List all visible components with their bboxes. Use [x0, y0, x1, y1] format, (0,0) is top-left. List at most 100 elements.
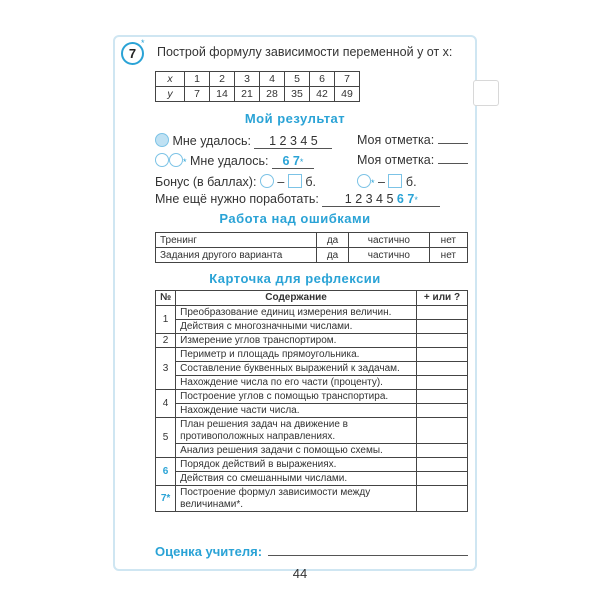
- mark-cell[interactable]: [416, 319, 468, 334]
- header-mark: + или ?: [416, 290, 468, 306]
- content-cell: Действия со смешанными числами.: [175, 471, 417, 486]
- content-cell: Периметр и площадь прямоугольника.: [175, 347, 417, 362]
- answer-checkbox[interactable]: [473, 80, 499, 106]
- mark-cell[interactable]: [416, 375, 468, 390]
- mark-1: Моя отметка:: [357, 133, 468, 147]
- mark-cell[interactable]: [416, 403, 468, 418]
- content-cell: Нахождение части числа.: [175, 403, 417, 418]
- content-cell: Построение углов с помощью транспортира.: [175, 389, 417, 404]
- row-number: 6: [154, 457, 177, 486]
- result-row-1: Мне удалось: 1 2 3 4 5: [155, 133, 333, 149]
- cell: y: [155, 86, 185, 102]
- row-number: 1: [154, 305, 177, 334]
- option-yes[interactable]: да: [315, 232, 350, 248]
- star: *: [414, 195, 418, 205]
- mark-cell[interactable]: [416, 333, 468, 348]
- teacher-field[interactable]: [268, 543, 468, 556]
- option-no[interactable]: нет: [428, 232, 469, 248]
- content-cell: Порядок действий в выражениях.: [175, 457, 417, 472]
- cell: 7: [334, 71, 360, 87]
- cell: Задания другого варианта: [155, 247, 317, 263]
- star: *: [183, 157, 187, 167]
- mark-cell[interactable]: [416, 485, 468, 512]
- cell: 5: [284, 71, 310, 87]
- cell: 2: [209, 71, 235, 87]
- unit: б.: [405, 175, 417, 189]
- label: Бонус (в баллах):: [155, 175, 257, 189]
- cell: 3: [234, 71, 260, 87]
- row-number: 2: [154, 333, 177, 348]
- content-cell: Измерение углов транспортиром.: [175, 333, 417, 348]
- circle-icon: [155, 153, 169, 167]
- mark-cell[interactable]: [416, 457, 468, 472]
- content-cell: Действия с многозначными числами.: [175, 319, 417, 334]
- content-cell: План решения задач на движение в противо…: [175, 417, 417, 444]
- label: Моя отметка:: [357, 153, 435, 167]
- content-cell: Составление буквенных выражений к задача…: [175, 361, 417, 376]
- mark-cell[interactable]: [416, 443, 468, 458]
- circle-icon: [357, 174, 371, 188]
- bonus-row-star: * – б.: [357, 174, 417, 189]
- row-number: 3: [154, 347, 177, 390]
- content-cell: Анализ решения задачи с помощью схемы.: [175, 443, 417, 458]
- result-title: Мой результат: [244, 111, 346, 126]
- value: 1 2 3 4 5: [254, 134, 333, 149]
- value: 1 2 3 4 5: [344, 192, 394, 206]
- errors-title: Работа над ошибками: [219, 211, 371, 226]
- row-number: 4: [154, 389, 177, 418]
- bonus-box[interactable]: [287, 174, 302, 188]
- mark-cell[interactable]: [416, 389, 468, 404]
- option-partial[interactable]: частично: [348, 232, 430, 248]
- row-number: 7*: [154, 485, 177, 512]
- cell: 4: [259, 71, 285, 87]
- reflection-table: № Содержание + или ? 1 Преобразование еди…: [154, 290, 468, 512]
- header-row: № Содержание + или ?: [154, 290, 468, 306]
- task-frame: [113, 35, 477, 571]
- option-no[interactable]: нет: [428, 247, 469, 263]
- teacher-label: Оценка учителя:: [155, 544, 263, 559]
- content-cell: Преобразование единиц измерения величин.: [175, 305, 417, 320]
- circle-icon: [155, 133, 169, 147]
- result-row-2: * Мне удалось: 6 7*: [155, 153, 314, 169]
- mark-cell[interactable]: [416, 347, 468, 362]
- circle-icon: [169, 153, 183, 167]
- label: Мне удалось:: [172, 134, 251, 148]
- option-yes[interactable]: да: [315, 247, 350, 263]
- cell: 21: [234, 86, 260, 102]
- table-row: Анализ решения задачи с помощью схемы.: [156, 443, 468, 458]
- cell: 1: [184, 71, 210, 87]
- mark-cell[interactable]: [416, 471, 468, 486]
- star: *: [299, 157, 304, 167]
- mark-cell[interactable]: [416, 305, 468, 320]
- table-row: 6 Порядок действий в выражениях.: [154, 457, 468, 486]
- mark-field[interactable]: [437, 163, 468, 164]
- cell: 14: [209, 86, 235, 102]
- header-num: №: [154, 290, 177, 306]
- label: Мне удалось:: [190, 154, 269, 168]
- option-partial[interactable]: частично: [348, 247, 430, 263]
- table-row: Нахождение части числа.: [156, 403, 468, 418]
- value: 6 7: [282, 154, 300, 168]
- table-row: 2 Измерение углов транспортиром.: [154, 333, 468, 348]
- mark-cell[interactable]: [416, 417, 468, 444]
- table-row: Действия с многозначными числами.: [156, 319, 468, 334]
- bonus-box[interactable]: [388, 174, 403, 188]
- work-row: Мне ещё нужно поработать: 1 2 3 4 5 6 7*: [155, 192, 441, 207]
- y-row: y 7 14 21 28 35 42 49: [155, 86, 360, 102]
- cell: x: [155, 71, 185, 87]
- table-row: 1 Преобразование единиц измерения величин…: [154, 305, 468, 334]
- dash: –: [277, 175, 285, 189]
- cell: 28: [259, 86, 285, 102]
- reflection-title: Карточка для рефлексии: [209, 271, 381, 286]
- mark-cell[interactable]: [416, 361, 468, 376]
- table-row: Составление буквенных выражений к задача…: [156, 361, 468, 376]
- mark-field[interactable]: [437, 143, 468, 144]
- table-row: 3 Периметр и площадь прямоугольника.: [154, 347, 468, 390]
- label: Моя отметка:: [357, 133, 435, 147]
- header-content: Содержание: [175, 290, 417, 306]
- cell: 7: [184, 86, 210, 102]
- bonus-row: Бонус (в баллах): – б.: [155, 174, 316, 189]
- table-row: 4 Построение углов с помощью транспортира…: [154, 389, 468, 418]
- errors-table: Тренинг да частично нет Задания другого вар…: [155, 232, 469, 263]
